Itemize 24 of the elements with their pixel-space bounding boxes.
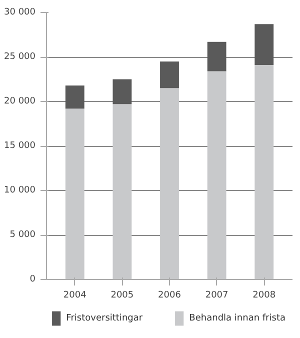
legend-label: Fristoversittingar (66, 314, 143, 324)
x-tick-label: 2008 (252, 290, 276, 300)
bar (112, 104, 132, 280)
x-tick-label: 2007 (205, 290, 228, 300)
bar (65, 108, 84, 280)
x-tick-label: 2004 (63, 290, 87, 300)
bar (207, 42, 226, 72)
y-tick-label: 20 000 (4, 96, 36, 106)
bar (160, 88, 179, 280)
legend-label: Behandla innan frista (189, 314, 286, 324)
bar (160, 61, 179, 88)
y-tick-label: 15 000 (4, 141, 36, 151)
bar (65, 85, 84, 109)
bar (254, 24, 274, 66)
bar (207, 71, 226, 280)
bar (112, 79, 132, 104)
y-tick-label: 25 000 (4, 52, 36, 62)
x-tick-label: 2006 (158, 290, 182, 300)
bar (254, 65, 274, 280)
y-tick-label: 0 (30, 274, 36, 284)
y-tick-label: 30 000 (4, 8, 36, 18)
y-tick-label: 10 000 (4, 186, 36, 196)
x-tick-label: 2005 (110, 290, 134, 300)
y-tick-label: 5 000 (10, 230, 36, 240)
